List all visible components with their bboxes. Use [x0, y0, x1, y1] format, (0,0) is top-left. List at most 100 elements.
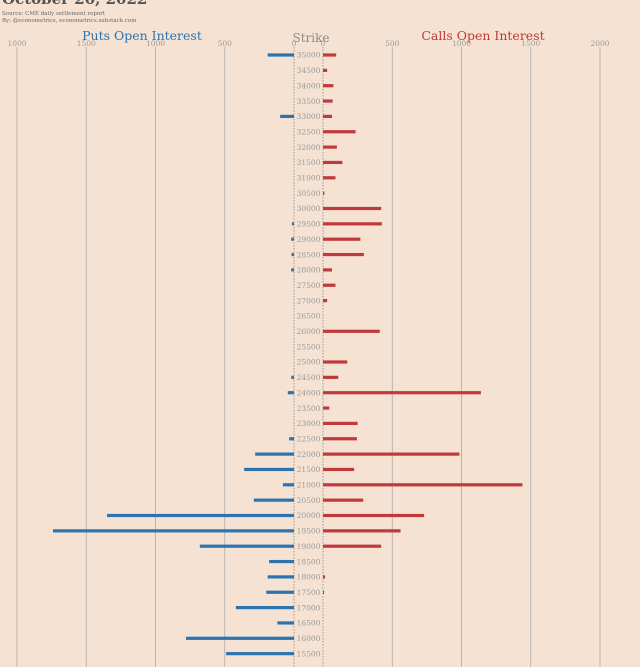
call-bar	[323, 391, 481, 395]
strike-labels-layer: 35000 34500 34000 33500 33000 32500 32000 31500…	[297, 51, 321, 659]
put-bar	[280, 114, 294, 118]
strike-label: 31000	[297, 174, 321, 183]
strike-label: 33500	[297, 97, 321, 106]
puts-tick-label: 0	[292, 39, 297, 48]
strike-label: 22000	[297, 450, 321, 459]
strike-label: 34000	[297, 81, 321, 90]
calls-tick-label: 2000	[590, 39, 609, 48]
call-bar	[323, 68, 328, 72]
strike-label: 21000	[297, 481, 321, 490]
put-bar	[267, 575, 294, 579]
call-bar	[323, 283, 336, 287]
put-bar	[235, 606, 294, 610]
strike-label: 18500	[297, 557, 321, 566]
puts-tick-label: 1500	[77, 39, 96, 48]
strike-label: 27000	[297, 296, 321, 305]
strike-label: 15500	[297, 649, 321, 658]
strike-label: 23000	[297, 419, 321, 428]
strike-label: 27500	[297, 281, 321, 290]
call-bar	[323, 237, 361, 241]
calls-tick-label: 0	[321, 39, 326, 48]
call-bar	[323, 529, 401, 533]
call-bar	[323, 176, 336, 180]
axes-layer: 1000 1500 1000 500 0 0 500 1000 1500 2000	[7, 39, 610, 667]
puts-tick-label: 500	[218, 39, 233, 48]
call-bar	[323, 299, 328, 303]
calls-tick-label: 500	[385, 39, 400, 48]
strike-label: 28500	[297, 250, 321, 259]
strike-label: 26500	[297, 312, 321, 321]
strike-title: Strike	[293, 31, 330, 45]
put-bar	[185, 636, 294, 640]
strike-label: 19000	[297, 542, 321, 551]
strike-label: 16500	[297, 619, 321, 628]
strike-label: 24000	[297, 388, 321, 397]
call-bar	[323, 498, 364, 502]
strike-label: 32000	[297, 143, 321, 152]
put-bar	[255, 452, 294, 456]
call-bar	[323, 483, 523, 487]
call-bar	[323, 590, 325, 594]
put-bar	[226, 652, 294, 656]
strike-label: 20500	[297, 496, 321, 505]
strike-label: 16000	[297, 634, 321, 643]
call-bar	[323, 160, 343, 165]
call-bar	[323, 191, 325, 195]
strike-label: 24500	[297, 373, 321, 382]
call-bar	[323, 406, 330, 410]
calls-title: Calls Open Interest	[421, 28, 544, 43]
strike-label: 17500	[297, 588, 321, 597]
strike-label: 29500	[297, 220, 321, 229]
call-bar	[323, 114, 333, 118]
put-bar	[253, 498, 294, 502]
put-bar	[266, 590, 294, 594]
strike-label: 32500	[297, 127, 321, 136]
strike-label: 26000	[297, 327, 321, 336]
call-bar	[323, 84, 334, 88]
put-bar	[291, 237, 294, 241]
put-bar	[291, 375, 294, 379]
strike-label: 17000	[297, 603, 321, 612]
puts-tick-label: 1000	[7, 39, 26, 48]
put-bar	[244, 467, 294, 472]
strike-label: 28000	[297, 266, 321, 275]
strike-label: 31500	[297, 158, 321, 167]
put-bar	[277, 621, 294, 625]
strike-label: 30000	[297, 204, 321, 213]
call-bar	[323, 575, 326, 579]
calls-tick-label: 1500	[521, 39, 540, 48]
strike-label: 35000	[297, 51, 321, 60]
strike-label: 18000	[297, 573, 321, 582]
put-bar	[107, 513, 295, 518]
call-bar	[323, 206, 382, 211]
call-bar	[323, 252, 364, 257]
strike-label: 19500	[297, 527, 321, 536]
call-bar	[323, 53, 337, 57]
call-bar	[323, 467, 355, 472]
strike-label: 34500	[297, 66, 321, 75]
put-bar	[282, 483, 294, 487]
put-bar	[291, 252, 294, 257]
call-bar	[323, 130, 356, 134]
strike-label: 25500	[297, 342, 321, 351]
strike-label: 22500	[297, 434, 321, 443]
call-bar	[323, 145, 337, 149]
call-bar	[323, 452, 460, 456]
put-bar	[53, 529, 295, 533]
strike-label: 21500	[297, 465, 321, 474]
calls-tick-label: 1000	[452, 39, 471, 48]
call-bar	[323, 421, 358, 425]
put-bar	[269, 559, 294, 564]
call-bar	[323, 375, 339, 379]
put-bar	[289, 437, 294, 441]
call-bar	[323, 544, 382, 548]
strike-label: 23500	[297, 404, 321, 413]
strike-label: 25000	[297, 358, 321, 367]
puts-title: Puts Open Interest	[82, 28, 202, 43]
put-bar	[199, 544, 294, 548]
strike-label: 33000	[297, 112, 321, 121]
source-note: Source: CME daily settlement report	[2, 11, 106, 17]
call-bar	[323, 437, 357, 441]
call-bar	[323, 222, 382, 226]
